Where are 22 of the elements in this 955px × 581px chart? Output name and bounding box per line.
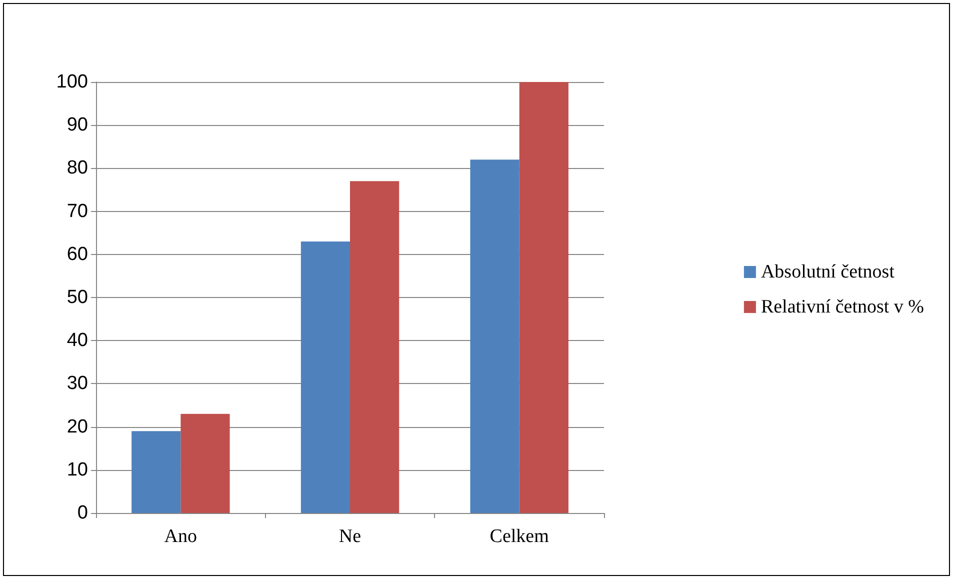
legend-label: Absolutní četnost — [760, 262, 896, 282]
bar — [519, 82, 568, 513]
x-tick-label: Celkem — [490, 526, 550, 547]
y-tick-label: 80 — [66, 158, 88, 179]
x-tick-label: Ne — [338, 526, 362, 547]
y-tick-label: 90 — [66, 114, 88, 136]
y-tick-label: 10 — [66, 459, 88, 480]
y-tick-label: 70 — [66, 200, 88, 222]
bar — [132, 431, 181, 513]
bar — [470, 160, 520, 513]
x-tick-label: Ano — [164, 526, 198, 547]
y-tick-label: 0 — [77, 502, 88, 524]
y-tick-label: 50 — [66, 287, 88, 308]
y-tick-label: 30 — [66, 373, 88, 394]
bar — [350, 181, 400, 513]
y-tick-label: 20 — [66, 416, 88, 438]
y-tick-label: 60 — [66, 244, 88, 265]
legend-label: Relativní četnost v % — [760, 296, 924, 318]
y-tick-label: 100 — [56, 72, 88, 92]
y-tick-label: 40 — [66, 330, 88, 352]
bar — [300, 241, 350, 513]
bar — [180, 414, 230, 513]
